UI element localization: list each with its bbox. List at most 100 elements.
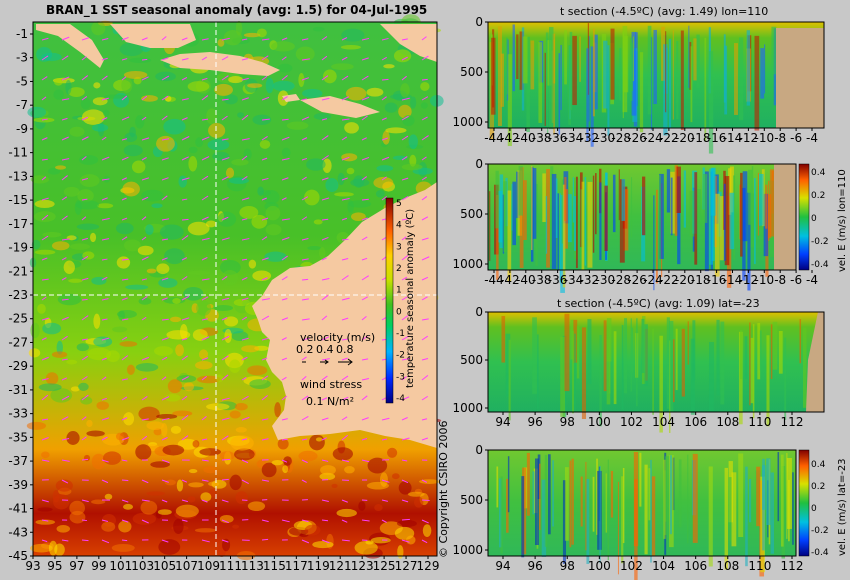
sst-texture-cell bbox=[164, 248, 185, 265]
sst-texture-cell bbox=[163, 118, 186, 135]
wind-vector bbox=[421, 437, 428, 441]
vel-lon-texture bbox=[631, 177, 633, 238]
vel-lon-x-tick-label: -36 bbox=[548, 273, 568, 287]
wind-vector bbox=[61, 437, 70, 441]
wind-vector bbox=[401, 357, 410, 361]
wind-vector bbox=[301, 459, 308, 464]
wind-vector bbox=[141, 196, 149, 201]
lon-section-x-tick-label: -24 bbox=[643, 131, 663, 145]
lon-section-x-tick-label: -36 bbox=[548, 131, 568, 145]
wind-vector bbox=[221, 417, 230, 421]
wind-vector bbox=[361, 115, 368, 121]
sst-texture-cell bbox=[420, 102, 428, 109]
wind-vector bbox=[61, 55, 69, 61]
wind-vector bbox=[421, 395, 428, 401]
wind-vector bbox=[221, 37, 230, 41]
wind-vector bbox=[301, 58, 310, 61]
wind-vector bbox=[401, 376, 407, 381]
wind-vector bbox=[361, 217, 368, 221]
sst-texture-cell bbox=[195, 137, 204, 148]
t-lon-texture bbox=[506, 37, 508, 95]
sst-texture-cell bbox=[77, 189, 94, 203]
wind-vector bbox=[41, 235, 49, 241]
sst-texture-cell bbox=[93, 336, 113, 347]
vel-lat-y-tick-label: 500 bbox=[460, 493, 483, 507]
wind-vector bbox=[141, 377, 147, 381]
wind-vector bbox=[261, 96, 270, 101]
t-lon-texture bbox=[647, 25, 652, 115]
vel-lat-texture bbox=[738, 453, 744, 538]
vel-lon-texture bbox=[683, 170, 687, 228]
wind-vector bbox=[341, 375, 349, 381]
sst-texture-cell bbox=[208, 481, 220, 487]
vel-lon-texture bbox=[729, 166, 734, 213]
vel-lon-x-tick-label: -20 bbox=[675, 273, 695, 287]
wind-vector bbox=[81, 237, 88, 241]
t-lon-texture bbox=[564, 30, 567, 85]
sst-texture-cell bbox=[115, 432, 125, 441]
lon-section-x-tick-label: -12 bbox=[739, 131, 759, 145]
t-lat-texture bbox=[581, 327, 587, 420]
vel-lon-texture bbox=[572, 177, 574, 223]
wind-vector bbox=[201, 499, 208, 503]
wind-vector bbox=[421, 479, 428, 483]
vel-lon-colorbar-label: vel. E (m/s) lon=110 bbox=[837, 169, 848, 272]
sst-colorbar-tick: -4 bbox=[396, 394, 405, 404]
sst-texture-cell bbox=[67, 87, 85, 97]
wind-vector bbox=[41, 418, 49, 421]
wind-vector bbox=[41, 76, 48, 81]
t-lat-texture bbox=[681, 328, 685, 397]
wind-vector bbox=[41, 118, 48, 121]
wind-vector bbox=[261, 375, 269, 381]
sst-texture-cell bbox=[295, 46, 315, 62]
sst-texture-cell bbox=[42, 322, 62, 335]
sst-texture-cell bbox=[87, 347, 112, 361]
wind-vector bbox=[321, 315, 328, 321]
vel-lat-colorbar-tick: -0.4 bbox=[811, 548, 829, 558]
vel-lon-texture bbox=[740, 172, 743, 257]
wind-vector bbox=[101, 417, 110, 421]
sst-texture-cell bbox=[42, 231, 62, 238]
wind-vector bbox=[201, 195, 209, 201]
sst-texture-cell bbox=[224, 328, 232, 344]
wind-vector bbox=[281, 96, 288, 101]
sst-colorbar-tick: 1 bbox=[396, 286, 402, 296]
wind-vector bbox=[181, 156, 189, 161]
vel-lon-texture bbox=[656, 189, 658, 284]
sst-texture-cell bbox=[119, 341, 138, 347]
wind-vector bbox=[121, 258, 129, 261]
wind-vector bbox=[161, 115, 168, 121]
t-lat-texture bbox=[749, 322, 751, 406]
t-lat-texture bbox=[720, 321, 725, 405]
wind-vector bbox=[401, 315, 409, 321]
lat-section-y-tick-label: 1000 bbox=[452, 401, 483, 415]
wind-vector bbox=[201, 336, 210, 341]
t-section-lat-frame bbox=[487, 311, 825, 413]
lon-section-x-tick-label: -4 bbox=[806, 131, 818, 145]
vel-lon-texture bbox=[724, 176, 730, 266]
wind-vector bbox=[81, 136, 89, 141]
t-lon-texture bbox=[680, 30, 684, 130]
t-lat-texture bbox=[803, 327, 807, 408]
wind-vector bbox=[321, 397, 328, 401]
wind-vector bbox=[81, 37, 90, 41]
vel-lat-texture bbox=[586, 479, 590, 564]
vel-lat-texture bbox=[599, 465, 601, 564]
t-lon-texture bbox=[590, 46, 594, 147]
sst-texture-cell bbox=[47, 167, 61, 175]
t-lon-texture bbox=[693, 38, 697, 81]
wind-vector bbox=[401, 518, 410, 521]
map-x-tick-label: 119 bbox=[307, 559, 330, 573]
t-lat-texture bbox=[570, 319, 574, 360]
wind-vector bbox=[41, 37, 49, 41]
map-y-tick-label: -1 bbox=[16, 27, 28, 41]
wind-vector bbox=[341, 156, 350, 161]
wind-vector bbox=[361, 236, 368, 241]
wind-vector bbox=[161, 277, 169, 281]
sst-texture-cell bbox=[396, 519, 417, 528]
t-lat-texture bbox=[636, 318, 638, 407]
wind-vector bbox=[61, 335, 68, 341]
sst-texture-cell bbox=[151, 203, 163, 209]
vel-lat-colorbar-tick: -0.2 bbox=[811, 526, 829, 536]
sst-texture-cell bbox=[157, 509, 172, 515]
